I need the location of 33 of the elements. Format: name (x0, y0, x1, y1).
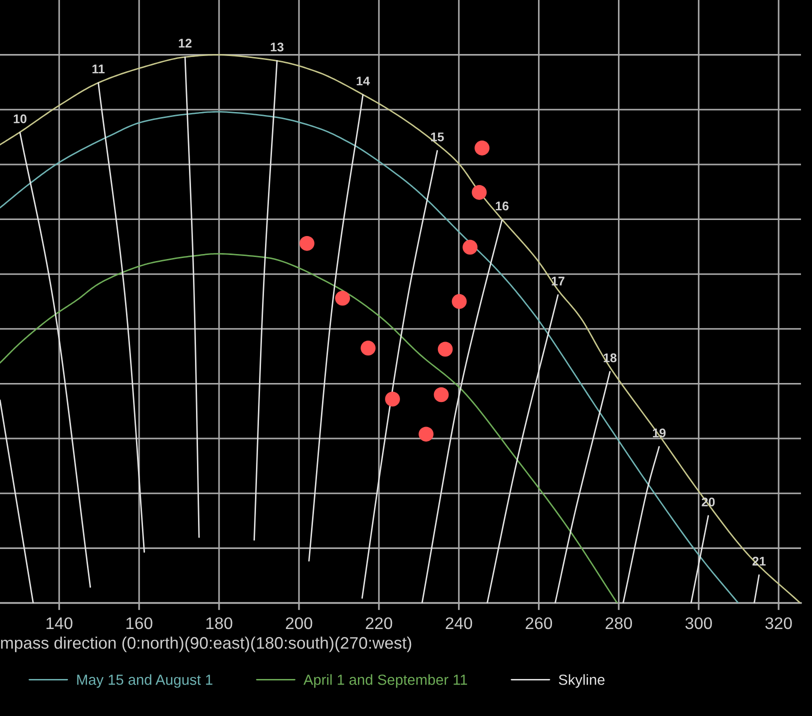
annotation: 16 (496, 202, 509, 210)
point (472, 184, 487, 200)
point (462, 240, 478, 255)
x-tick-label: 320 (765, 617, 792, 630)
annotation: 14 (356, 76, 370, 86)
annotation: 11 (92, 64, 105, 74)
point (360, 340, 376, 356)
x-tick-label: 240 (446, 617, 472, 630)
annotation: 17 (552, 276, 564, 286)
point (434, 387, 449, 402)
point (438, 342, 453, 357)
point (474, 140, 490, 156)
x-tick-label: 180 (206, 617, 232, 630)
point (335, 290, 350, 306)
x-axis-title: mpass direction (0:north)(90:east)(180:south)(270:west) (1, 636, 412, 652)
x-tick-label: 200 (286, 617, 312, 630)
x-tick-label: 280 (606, 617, 632, 630)
legend-label: May 15 and August 1 (77, 674, 212, 688)
legend-label: April 1 and September 11 (303, 674, 468, 688)
point (385, 392, 400, 407)
point (452, 294, 467, 309)
legend-label: Skyline (558, 674, 605, 688)
x-tick-label: 160 (126, 617, 152, 630)
point (300, 236, 314, 251)
annotation: 13 (270, 42, 284, 52)
x-tick-label: 140 (46, 617, 72, 630)
annotation: 15 (431, 132, 444, 142)
annotation: 12 (178, 38, 192, 48)
x-tick-label: 260 (526, 617, 552, 630)
annotation: 10 (14, 114, 26, 124)
point (418, 426, 434, 442)
x-tick-label: 220 (366, 617, 392, 630)
x-tick-label: 300 (685, 617, 712, 630)
